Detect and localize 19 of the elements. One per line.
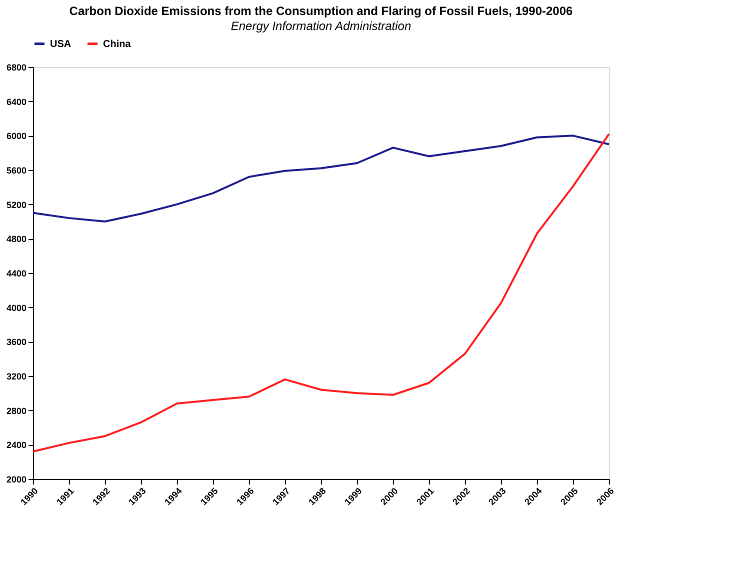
y-tick-label: 6000 <box>6 131 26 142</box>
y-tick-label: 2400 <box>6 440 26 450</box>
y-tick-label: 6400 <box>6 96 26 107</box>
y-tick-label: 4400 <box>6 268 26 278</box>
y-tick-label: 4000 <box>6 302 26 313</box>
chart-subtitle: Energy Information Administration <box>230 19 412 33</box>
y-tick-label: 2000 <box>6 474 26 484</box>
y-tick-label: 5600 <box>6 166 26 176</box>
chart-title: Carbon Dioxide Emissions from the Consumption and Flaring of Fossil Fuels, 1990-2006 <box>69 4 574 18</box>
y-tick-label: 5200 <box>6 200 26 210</box>
y-tick-label: 3600 <box>6 337 26 348</box>
y-tick-label: 3200 <box>6 372 26 382</box>
y-tick-label: 4800 <box>6 234 26 244</box>
line-series <box>32 134 610 222</box>
y-tick-label: 2800 <box>6 406 26 416</box>
legend-label: China <box>103 38 132 50</box>
y-tick-label: 6800 <box>6 62 26 72</box>
legend-label: USA <box>50 38 72 50</box>
line-series <box>32 132 610 453</box>
